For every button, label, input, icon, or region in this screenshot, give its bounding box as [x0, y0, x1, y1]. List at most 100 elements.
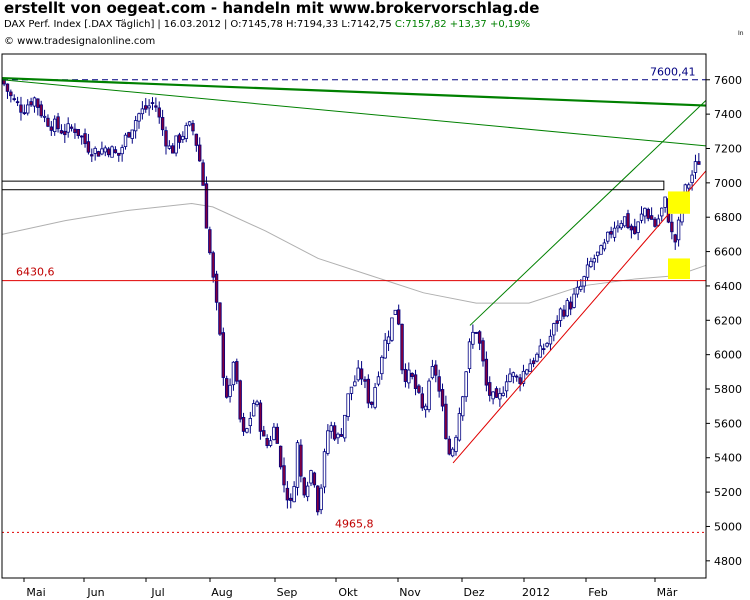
candle-body: [595, 251, 600, 257]
candle-body: [464, 371, 468, 398]
candle-body: [542, 348, 546, 351]
candle-body: [353, 381, 357, 387]
candle-body: [90, 154, 94, 157]
candle-body: [366, 378, 371, 404]
candle-body: [265, 437, 269, 447]
candle-body: [272, 426, 276, 441]
y-tick-label: 4800: [714, 555, 742, 568]
y-tick-label: 5200: [714, 486, 742, 499]
y-tick-label: 7000: [714, 177, 742, 190]
candle-body: [579, 285, 583, 290]
candle-body: [518, 377, 522, 384]
x-tick-label: Aug: [211, 586, 232, 599]
candle-body: [494, 388, 499, 398]
y-tick-label: 5600: [714, 417, 742, 430]
info-line: DAX Perf. Index [.DAX Täglich] | 16.03.201…: [4, 19, 531, 30]
candle-body: [481, 340, 485, 362]
candle-body: [144, 105, 148, 110]
candle-body: [211, 252, 215, 278]
candle-body: [305, 485, 310, 498]
candle-body: [633, 226, 637, 235]
candle-body: [380, 356, 384, 375]
candle-body: [643, 207, 647, 217]
candle-body: [117, 152, 121, 156]
axes: 4800 5000 5200 5400 5600 5800 6000 6200 6400 6600…: [1, 53, 742, 599]
candle-body: [157, 107, 161, 118]
candle-body: [562, 309, 566, 317]
candle-body: [491, 391, 495, 400]
y-tick-label: 6000: [714, 349, 742, 362]
candle-body: [198, 144, 202, 162]
candle-body: [538, 345, 543, 358]
y-tick-label: 5000: [714, 520, 742, 533]
candle-body: [687, 184, 691, 189]
candle-body: [171, 145, 175, 154]
candle-body: [9, 91, 13, 97]
candle-body: [599, 245, 603, 255]
candle-body: [471, 331, 475, 345]
candle-body: [181, 135, 185, 140]
candle-body: [262, 430, 266, 437]
candle-body: [322, 451, 327, 488]
x-tick-label: Dez: [463, 586, 484, 599]
candle-body: [582, 276, 586, 287]
candle-body: [316, 485, 320, 513]
candle-body: [268, 440, 273, 446]
x-tick-label: Nov: [399, 586, 421, 599]
candle-body: [120, 147, 124, 155]
copyright-label: © www.tradesignalonline.com: [4, 36, 156, 47]
candle-body: [515, 375, 519, 378]
candle-body: [123, 134, 128, 147]
candle-body: [29, 101, 33, 106]
candle-body: [474, 332, 478, 334]
candle-body: [63, 130, 67, 136]
candle-body: [363, 379, 367, 382]
candle-body: [56, 116, 60, 130]
candle-body: [616, 225, 620, 229]
x-tick-label: Jul: [150, 586, 164, 599]
candle-body: [346, 393, 350, 417]
candle-body: [430, 366, 435, 379]
candle-body: [444, 403, 448, 440]
candle-body: [49, 126, 54, 131]
candle-body: [140, 108, 145, 115]
candle-body: [407, 369, 411, 384]
moving-average: [1, 202, 707, 304]
candle-body: [174, 135, 178, 154]
y-tick-label: 5800: [714, 383, 742, 396]
candle-body: [32, 97, 37, 107]
candle-body: [299, 444, 303, 477]
candle-body: [160, 117, 165, 131]
green-trendline-thin: [1, 79, 707, 147]
candle-body: [83, 133, 87, 145]
candle-body: [15, 101, 20, 104]
x-tick-label: 2012: [522, 586, 550, 599]
candle-body: [150, 102, 155, 104]
candle-body: [221, 332, 226, 378]
candle-body: [278, 445, 283, 468]
candle-body: [46, 117, 50, 127]
candle-body: [673, 234, 677, 243]
y-tick-label: 5400: [714, 452, 742, 465]
candle-body: [420, 393, 424, 409]
x-tick-label: Okt: [338, 586, 358, 599]
candle-body: [130, 129, 134, 139]
candle-body: [670, 221, 674, 233]
candle-body: [440, 389, 445, 407]
candle-body: [295, 442, 300, 488]
candle-body: [636, 221, 640, 233]
y-tick-label: 7200: [714, 142, 742, 155]
candle-body: [568, 301, 573, 310]
candle-body: [629, 225, 634, 231]
candle-body: [187, 121, 192, 126]
candle-body: [275, 426, 279, 444]
candle-body: [403, 369, 408, 382]
candle-body: [26, 104, 30, 114]
candle-body: [525, 369, 529, 375]
candle-body: [238, 380, 242, 420]
candle-body: [191, 123, 195, 132]
plot-frame: [1, 53, 707, 579]
candle-body: [477, 331, 482, 344]
overlays: 7600,41 6430,6 4965,8: [1, 66, 707, 533]
candle-body: [592, 258, 596, 263]
